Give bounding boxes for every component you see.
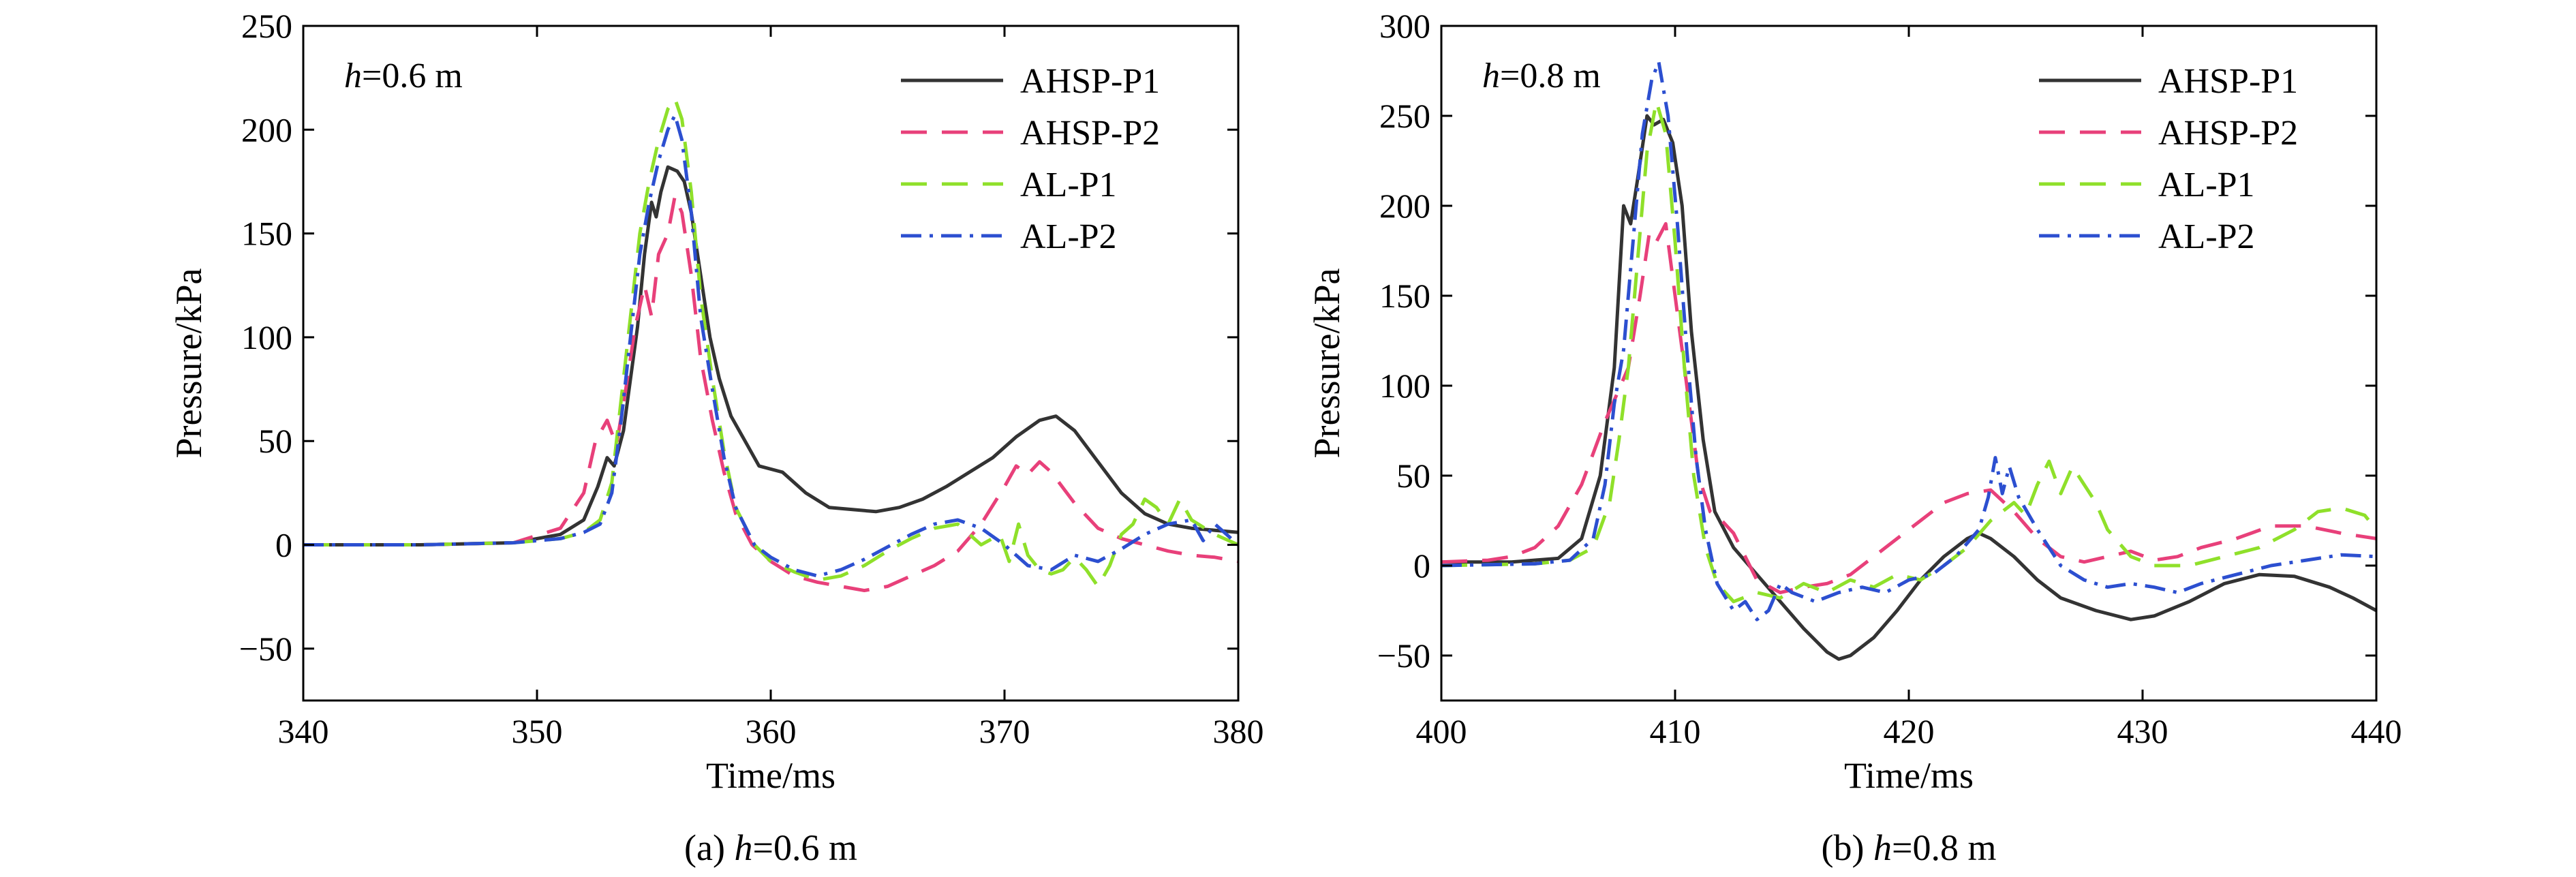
x-tick-label-b-0: 400 — [1416, 712, 1467, 750]
inset-label-var-b: h — [1482, 57, 1500, 95]
x-tick-label-b-2: 420 — [1884, 712, 1935, 750]
x-tick-label-a-3: 370 — [979, 712, 1030, 750]
legend-label-b-3: AL-P2 — [2158, 217, 2255, 256]
ticks-a: 340 350 360 370 380 −50 0 50 100 150 200 250 — [239, 7, 1264, 750]
x-tick-label-a-1: 350 — [512, 712, 563, 750]
y-tick-label-a-0: −50 — [239, 630, 292, 668]
legend-label-a-1: AHSP-P2 — [1020, 114, 1160, 153]
y-tick-label-a-1: 0 — [275, 526, 292, 564]
x-tick-label-b-1: 410 — [1650, 712, 1701, 750]
caption-rest-b: =0.8 m — [1892, 827, 1996, 868]
y-tick-label-b-0: −50 — [1377, 636, 1430, 675]
panel-b: 400 410 420 430 440 −50 0 50 100 150 200 250 300 Tim… — [1306, 7, 2402, 868]
series-line-a-3 — [303, 113, 1238, 578]
x-axis-label-b: Time/ms — [1844, 755, 1974, 796]
legend-b: AHSP-P1 AHSP-P2 AL-P1 AL-P2 — [2039, 62, 2298, 256]
ticks-b: 400 410 420 430 440 −50 0 50 100 150 200 250 300 — [1377, 7, 2402, 750]
y-tick-label-b-2: 50 — [1396, 457, 1430, 495]
caption-a: (a) h=0.6 m — [684, 827, 857, 868]
legend-label-a-3: AL-P2 — [1020, 217, 1117, 256]
y-axis-label-b: Pressure/kPa — [1306, 268, 1347, 458]
y-tick-label-b-3: 100 — [1379, 367, 1430, 405]
plot-area-b — [1441, 60, 2376, 661]
series-line-b-0 — [1441, 114, 2376, 661]
legend-label-b-2: AL-P1 — [2158, 166, 2255, 204]
series-line-a-2 — [303, 97, 1238, 588]
legend-a: AHSP-P1 AHSP-P2 AL-P1 AL-P2 — [901, 62, 1160, 256]
inset-label-a: h=0.6 m — [344, 57, 463, 95]
inset-label-b: h=0.8 m — [1482, 57, 1601, 95]
x-tick-label-b-4: 440 — [2351, 712, 2402, 750]
caption-var-a: h — [734, 827, 752, 868]
legend-label-b-1: AHSP-P2 — [2158, 114, 2298, 153]
inset-label-rest-a: =0.6 m — [362, 57, 463, 95]
y-tick-label-b-5: 200 — [1379, 187, 1430, 225]
x-tick-label-a-2: 360 — [746, 712, 797, 750]
x-tick-label-a-4: 380 — [1213, 712, 1264, 750]
caption-rest-a: =0.6 m — [752, 827, 857, 868]
y-tick-label-a-5: 200 — [241, 110, 292, 149]
y-tick-label-a-6: 250 — [241, 7, 292, 45]
legend-label-a-2: AL-P1 — [1020, 166, 1117, 204]
caption-var-b: h — [1873, 827, 1892, 868]
x-tick-label-a-0: 340 — [278, 712, 329, 750]
caption-prefix-b: (b) — [1822, 827, 1873, 868]
x-tick-label-b-3: 430 — [2117, 712, 2168, 750]
y-axis-label-a: Pressure/kPa — [168, 268, 209, 458]
y-tick-label-b-4: 150 — [1379, 277, 1430, 315]
legend-label-a-0: AHSP-P1 — [1020, 62, 1160, 101]
y-tick-label-a-2: 50 — [258, 422, 292, 460]
legend-label-b-0: AHSP-P1 — [2158, 62, 2298, 101]
inset-label-var-a: h — [344, 57, 362, 95]
y-tick-label-a-3: 100 — [241, 318, 292, 356]
y-tick-label-b-7: 300 — [1379, 7, 1430, 45]
y-tick-label-a-4: 150 — [241, 215, 292, 253]
caption-prefix-a: (a) — [684, 827, 734, 868]
panel-a: 340 350 360 370 380 −50 0 50 100 150 200 250 Time/m… — [168, 7, 1264, 868]
caption-b: (b) h=0.8 m — [1822, 827, 1997, 868]
plot-area-a — [303, 97, 1238, 593]
series-line-b-3 — [1441, 60, 2376, 621]
y-tick-label-b-6: 250 — [1379, 97, 1430, 135]
series-line-b-2 — [1441, 99, 2376, 604]
x-axis-label-a: Time/ms — [706, 755, 835, 796]
y-tick-label-b-1: 0 — [1413, 547, 1430, 585]
inset-label-rest-b: =0.8 m — [1500, 57, 1601, 95]
